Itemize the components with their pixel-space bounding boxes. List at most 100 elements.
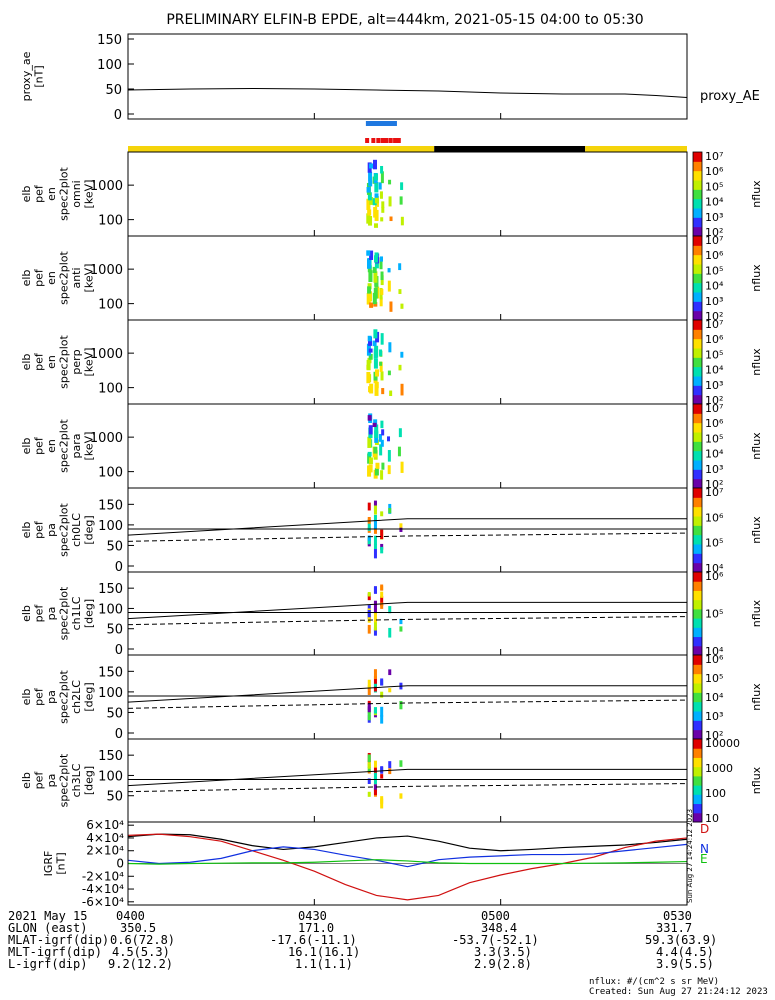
colorbar-band-2 bbox=[693, 376, 702, 386]
colorbar-band-7 bbox=[693, 329, 702, 340]
pa-ytick-label-1: 50 bbox=[106, 539, 123, 554]
ylabel-line-5: [deg] bbox=[83, 599, 96, 628]
footer-l-0530: 3.9(5.5) bbox=[656, 957, 714, 971]
spec-pixel-3-1 bbox=[388, 196, 392, 207]
spec-pixel-3-2 bbox=[388, 342, 392, 353]
spec-pixel-0-6 bbox=[367, 357, 372, 364]
colorbar: 10² 10³ 10⁴ 10⁵ 10⁶ 10⁷ nflux bbox=[692, 234, 763, 323]
status-segment-2 bbox=[585, 146, 687, 152]
spec-pixel-1-5 bbox=[373, 446, 378, 454]
spec-pixel-4-1 bbox=[398, 289, 402, 294]
ylabel-line-1: pef bbox=[33, 352, 46, 371]
spec-pixel-0-3 bbox=[368, 457, 373, 465]
spec-pixel-0-7 bbox=[368, 353, 373, 360]
colorbar-band-8 bbox=[693, 404, 702, 414]
pa-ytick-label-0: 50 bbox=[106, 790, 123, 805]
pa-pixel-4-1 bbox=[399, 527, 403, 532]
pa-pixel-0-8 bbox=[367, 706, 371, 713]
colorbar-tick-label-1: 10⁵ bbox=[705, 608, 723, 621]
colorbar-band-7 bbox=[693, 245, 702, 256]
pa-pixel-2-3 bbox=[380, 584, 384, 591]
ylabel-line-4: ch3LC bbox=[70, 763, 83, 797]
ylabel-line-1: pef bbox=[33, 436, 46, 455]
igrf-series-total bbox=[127, 833, 688, 852]
colorbar-tick-label-3: 10⁵ bbox=[705, 348, 723, 361]
spec-pixel-0-4 bbox=[367, 451, 372, 457]
colorbar: 10² 10³ 10⁴ 10⁵ 10⁶ 10⁷ nflux bbox=[692, 318, 763, 407]
colorbar-band-6 bbox=[693, 590, 702, 601]
pa-ytick-label-0: 0 bbox=[115, 727, 123, 742]
pa-pixel-1-5 bbox=[373, 676, 377, 683]
ylabel-line-0: proxy_ae bbox=[20, 51, 33, 101]
colorbar-band-2 bbox=[693, 627, 702, 638]
colorbar-tick-label-0: 10² bbox=[705, 226, 723, 239]
pa-ytick-label-1: 50 bbox=[106, 623, 123, 638]
colorbar-tick-label-0: 10² bbox=[705, 394, 723, 407]
pa-ytick-label-1: 50 bbox=[106, 706, 123, 721]
spec-pixel-1-10 bbox=[373, 419, 378, 426]
colorbar-band-7 bbox=[693, 161, 702, 172]
colorbar-band-3 bbox=[693, 618, 702, 628]
colorbar-tick-label-4: 10⁶ bbox=[705, 653, 724, 666]
spec-pixel-1-0 bbox=[373, 223, 378, 228]
spec-pixel-2-5 bbox=[381, 429, 385, 436]
colorbar-tick-label-0: 10² bbox=[705, 729, 723, 742]
spec-pixel-0-3 bbox=[366, 198, 371, 211]
spec-pixel-1-1 bbox=[374, 381, 379, 389]
colorbar: 10² 10³ 10⁴ 10⁵ 10⁶ nflux bbox=[692, 653, 763, 742]
pa-pixel-0-5 bbox=[367, 523, 371, 531]
pa-pixel-2-3 bbox=[380, 796, 384, 804]
spec-pixel-0-9 bbox=[368, 348, 373, 353]
ylabel-line-0: elb bbox=[20, 270, 33, 287]
pa-pixel-1-4 bbox=[373, 776, 377, 785]
spec-pixel-4-2 bbox=[400, 351, 404, 358]
colorbar-tick-label-3: 10⁵ bbox=[705, 432, 723, 445]
ylabel-line-4: ch0LC bbox=[70, 513, 83, 547]
igrf-series-e bbox=[127, 859, 688, 865]
pa-pixel-3-1 bbox=[388, 507, 392, 514]
colorbar-tick-label-3: 10000 bbox=[705, 737, 740, 750]
spec-pixel-3-1 bbox=[387, 450, 391, 462]
colorbar-tick-label-4: 10⁶ bbox=[705, 417, 724, 430]
ylabel-line-5: [deg] bbox=[83, 682, 96, 711]
pa-pixel-3-1 bbox=[388, 768, 392, 775]
spec-pixel-4-2 bbox=[398, 428, 402, 438]
pa-pixel-1-1 bbox=[373, 514, 377, 524]
pa-pixel-0-7 bbox=[367, 763, 371, 769]
ylabel-line-3: spec2plot bbox=[58, 335, 71, 389]
spec-pixel-1-11 bbox=[372, 159, 377, 170]
colorbar-band-5 bbox=[693, 766, 702, 777]
colorbar-band-0 bbox=[693, 310, 702, 321]
ylabel-line-4: anti bbox=[70, 267, 83, 288]
colorbar-band-0 bbox=[693, 226, 702, 237]
spec-pixel-2-1 bbox=[381, 462, 385, 470]
loss-cone-line-1 bbox=[127, 699, 688, 709]
footer-row-1-label: GLON (east) bbox=[8, 921, 88, 935]
ylabel-line-3: spec2plot bbox=[58, 251, 71, 305]
footer-mlt-0500: 3.3(3.5) bbox=[474, 945, 532, 959]
pa-pixel-2-3 bbox=[380, 678, 384, 686]
proxy-ae-right-label: proxy_AE bbox=[700, 89, 760, 104]
colorbar-tick-label-3: 10⁵ bbox=[705, 264, 723, 277]
footer-row-2-label: MLAT-igrf(dip) bbox=[8, 933, 110, 947]
spec-pixel-1-4 bbox=[372, 198, 377, 206]
loss-cone-line-1 bbox=[127, 783, 688, 793]
pa-ytick-label-0: 0 bbox=[115, 560, 123, 575]
red-tick-1 bbox=[371, 138, 376, 143]
colorbar-band-2 bbox=[693, 711, 702, 721]
spec-pixel-1-7 bbox=[372, 266, 377, 273]
spec-pixel-1-2 bbox=[373, 207, 378, 218]
footer-l-0500: 2.9(2.8) bbox=[474, 957, 532, 971]
colorbar-tick-label-0: 10⁴ bbox=[705, 562, 724, 575]
en-ytick-label-1: 1000 bbox=[90, 179, 123, 194]
pa-pixel-2-0 bbox=[380, 596, 384, 606]
footer-row-4-label: L-igrf(dip) bbox=[8, 957, 88, 971]
igrf-ytick-label-3: 0 bbox=[116, 857, 124, 871]
spec-pixel-0-4 bbox=[367, 286, 372, 294]
colorbar-band-8 bbox=[693, 236, 702, 246]
pa-ytick-label-2: 150 bbox=[98, 749, 123, 764]
